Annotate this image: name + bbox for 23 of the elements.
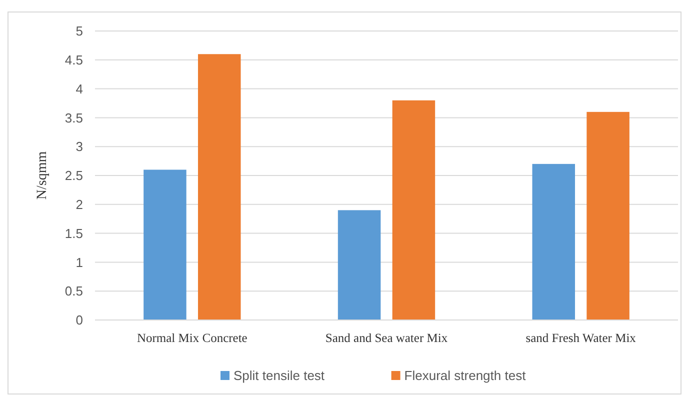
y-tick-label: 4.5 bbox=[64, 52, 83, 68]
x-tick-label: sand Fresh Water Mix bbox=[526, 331, 637, 345]
x-tick-label: Sand and Sea water Mix bbox=[325, 331, 448, 345]
bar bbox=[392, 100, 436, 320]
bar bbox=[338, 210, 381, 320]
y-tick-label: 5 bbox=[76, 24, 83, 39]
legend-label: Flexural strength test bbox=[404, 368, 526, 383]
y-tick-label: 2.5 bbox=[64, 168, 83, 184]
y-tick-label: 1.5 bbox=[64, 226, 83, 241]
y-tick-label: 4 bbox=[76, 81, 83, 96]
y-tick-label: 1 bbox=[76, 254, 83, 270]
bar bbox=[144, 170, 186, 320]
y-tick-label: 2 bbox=[76, 196, 83, 212]
y-tick-label: 3.5 bbox=[64, 110, 83, 126]
y-tick-label: 0 bbox=[76, 312, 83, 328]
x-tick-label: Normal Mix Concrete bbox=[136, 331, 248, 345]
bar bbox=[586, 112, 630, 320]
legend-label: Split tensile test bbox=[234, 368, 325, 383]
bar bbox=[532, 164, 576, 320]
y-axis-title: N/sqmm bbox=[35, 151, 50, 200]
bar bbox=[198, 54, 241, 320]
y-tick-label: 3 bbox=[76, 139, 83, 154]
y-tick-label: 0.5 bbox=[64, 284, 83, 299]
